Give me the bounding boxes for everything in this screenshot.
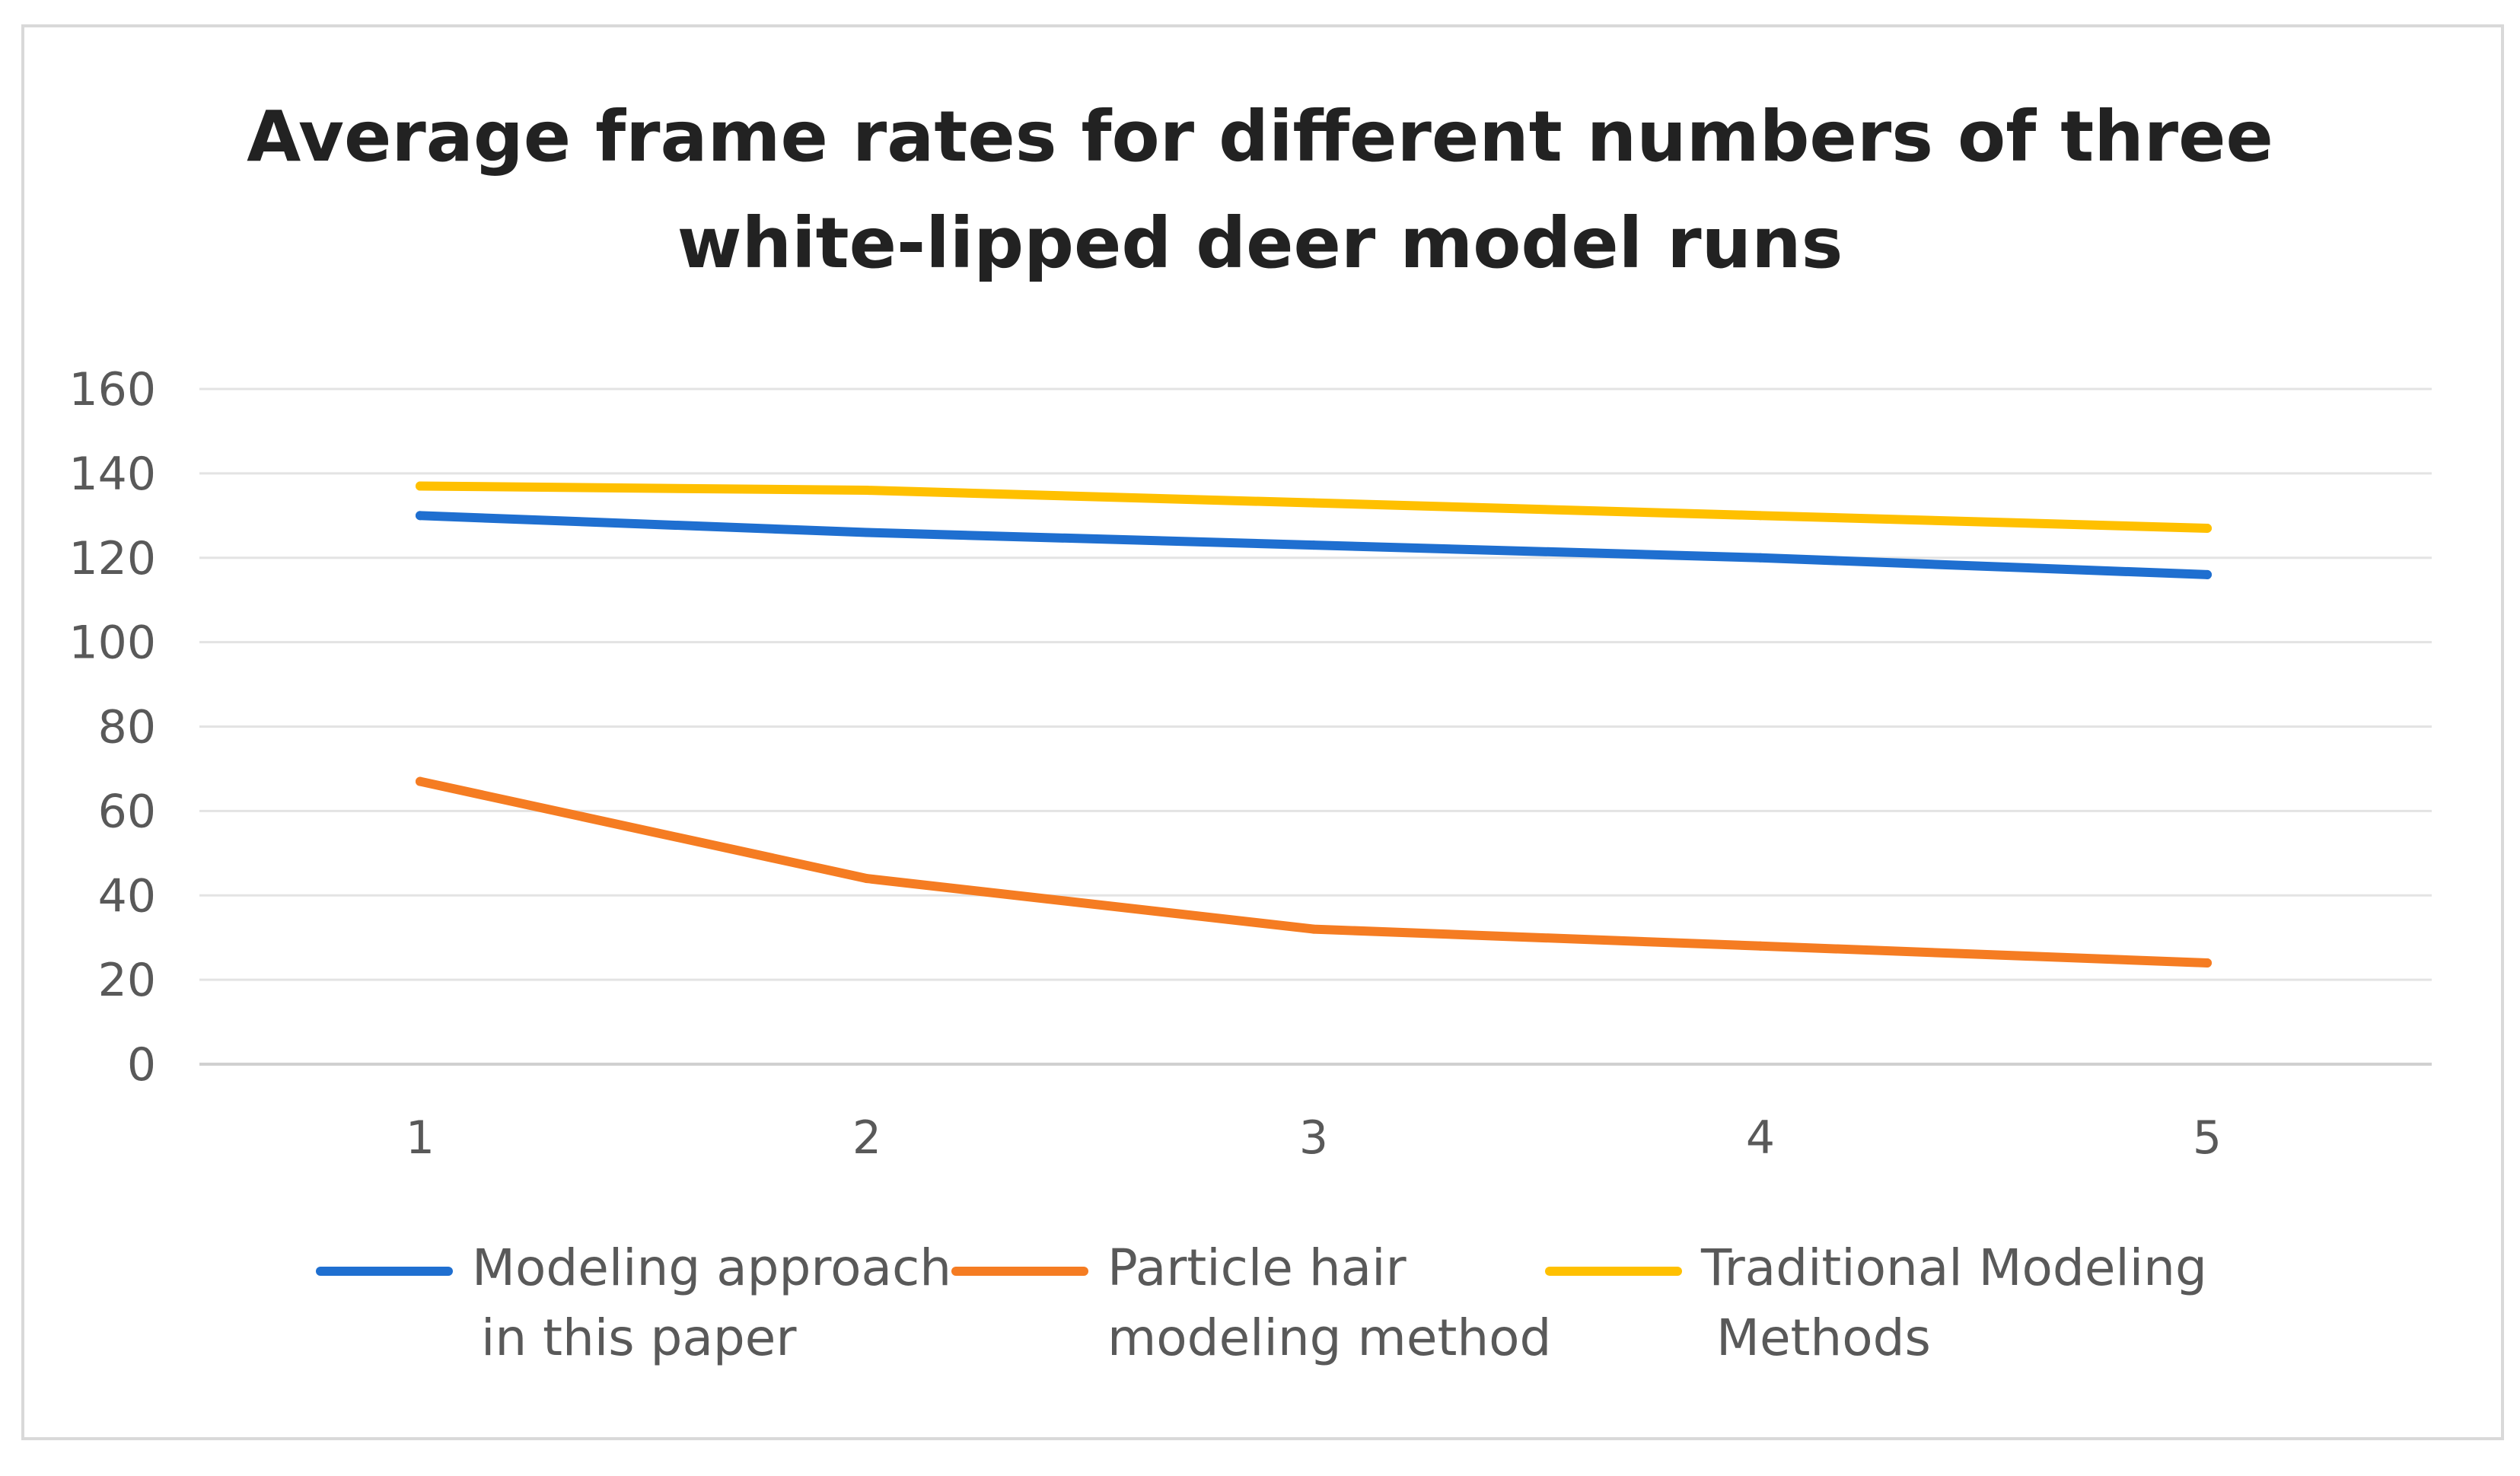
chart-frame — [21, 24, 2504, 1440]
legend-label-line: modeling method — [1107, 1309, 1552, 1367]
y-tick-label: 120 — [68, 532, 156, 585]
chart-title-line-2: white-lipped deer model runs — [677, 202, 1843, 284]
y-tick-label: 140 — [68, 448, 156, 501]
series-line-2 — [416, 776, 2212, 968]
legend-swatch-series-3 — [1545, 1267, 1682, 1276]
legend-label-series-2: Particle hair modeling method — [1107, 1233, 1551, 1373]
legend-label-line: Modeling approach — [472, 1239, 952, 1297]
y-tick-label: 100 — [68, 617, 156, 670]
data-point — [1309, 924, 1318, 934]
legend-swatch-series-2 — [951, 1267, 1088, 1276]
data-point — [416, 481, 425, 491]
chart-title: Average frame rates for different number… — [0, 84, 2520, 297]
x-tick-label: 2 — [852, 1111, 881, 1165]
legend-label-line: in this paper — [481, 1309, 797, 1367]
data-point — [862, 486, 871, 496]
chart-title-line-1: Average frame rates for different number… — [247, 96, 2273, 177]
data-point — [2203, 569, 2212, 579]
y-tick-label: 40 — [98, 869, 156, 923]
legend-label-line: Traditional Modeling — [1701, 1239, 2207, 1297]
x-tick-label: 4 — [1746, 1111, 1775, 1165]
data-point — [1756, 553, 1765, 563]
data-point — [2203, 523, 2212, 533]
legend-label-series-3: Traditional Modeling Methods — [1701, 1233, 2207, 1373]
data-point — [1309, 498, 1318, 508]
y-tick-label: 20 — [98, 954, 156, 1007]
y-tick-label: 160 — [68, 363, 156, 416]
x-tick-label: 3 — [1299, 1111, 1328, 1165]
data-point — [862, 874, 871, 884]
legend-label-line: Methods — [1716, 1309, 1931, 1367]
legend-swatch-series-1 — [316, 1267, 453, 1276]
data-point — [2203, 958, 2212, 968]
legend-label-series-1: Modeling approach in this paper — [472, 1233, 951, 1373]
data-point — [1309, 540, 1318, 550]
y-tick-label: 0 — [127, 1038, 156, 1092]
y-tick-label: 60 — [98, 785, 156, 838]
data-point — [416, 776, 425, 786]
data-point — [1756, 511, 1765, 521]
data-point — [862, 528, 871, 537]
data-point — [416, 511, 425, 521]
data-point — [1756, 941, 1765, 951]
legend-label-line: Particle hair — [1107, 1239, 1407, 1297]
x-tick-label: 1 — [406, 1111, 435, 1165]
y-tick-label: 80 — [98, 701, 156, 754]
x-tick-label: 5 — [2193, 1111, 2222, 1165]
